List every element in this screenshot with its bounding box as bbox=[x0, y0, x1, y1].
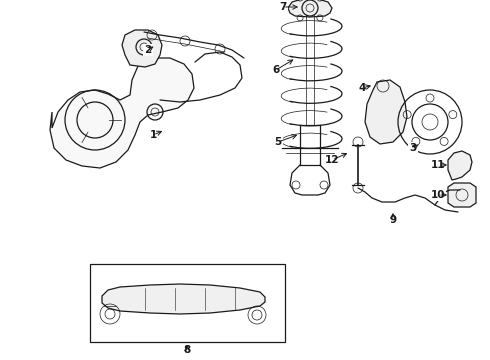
Polygon shape bbox=[448, 183, 476, 207]
Text: 3: 3 bbox=[409, 143, 416, 153]
Polygon shape bbox=[50, 58, 194, 168]
Text: 1: 1 bbox=[149, 130, 157, 140]
Text: 11: 11 bbox=[431, 160, 445, 170]
Bar bbox=[90, 264, 285, 342]
Polygon shape bbox=[122, 30, 162, 67]
Text: 8: 8 bbox=[183, 345, 191, 355]
Text: 4: 4 bbox=[358, 83, 366, 93]
Polygon shape bbox=[102, 284, 265, 314]
Polygon shape bbox=[288, 0, 332, 17]
Text: 7: 7 bbox=[279, 2, 287, 12]
Text: 12: 12 bbox=[325, 155, 339, 165]
Text: 2: 2 bbox=[145, 45, 151, 55]
Text: 5: 5 bbox=[274, 137, 282, 147]
Text: 9: 9 bbox=[390, 215, 396, 225]
Polygon shape bbox=[365, 80, 407, 144]
Text: 10: 10 bbox=[431, 190, 445, 200]
Text: 6: 6 bbox=[272, 65, 280, 75]
Polygon shape bbox=[448, 151, 472, 180]
